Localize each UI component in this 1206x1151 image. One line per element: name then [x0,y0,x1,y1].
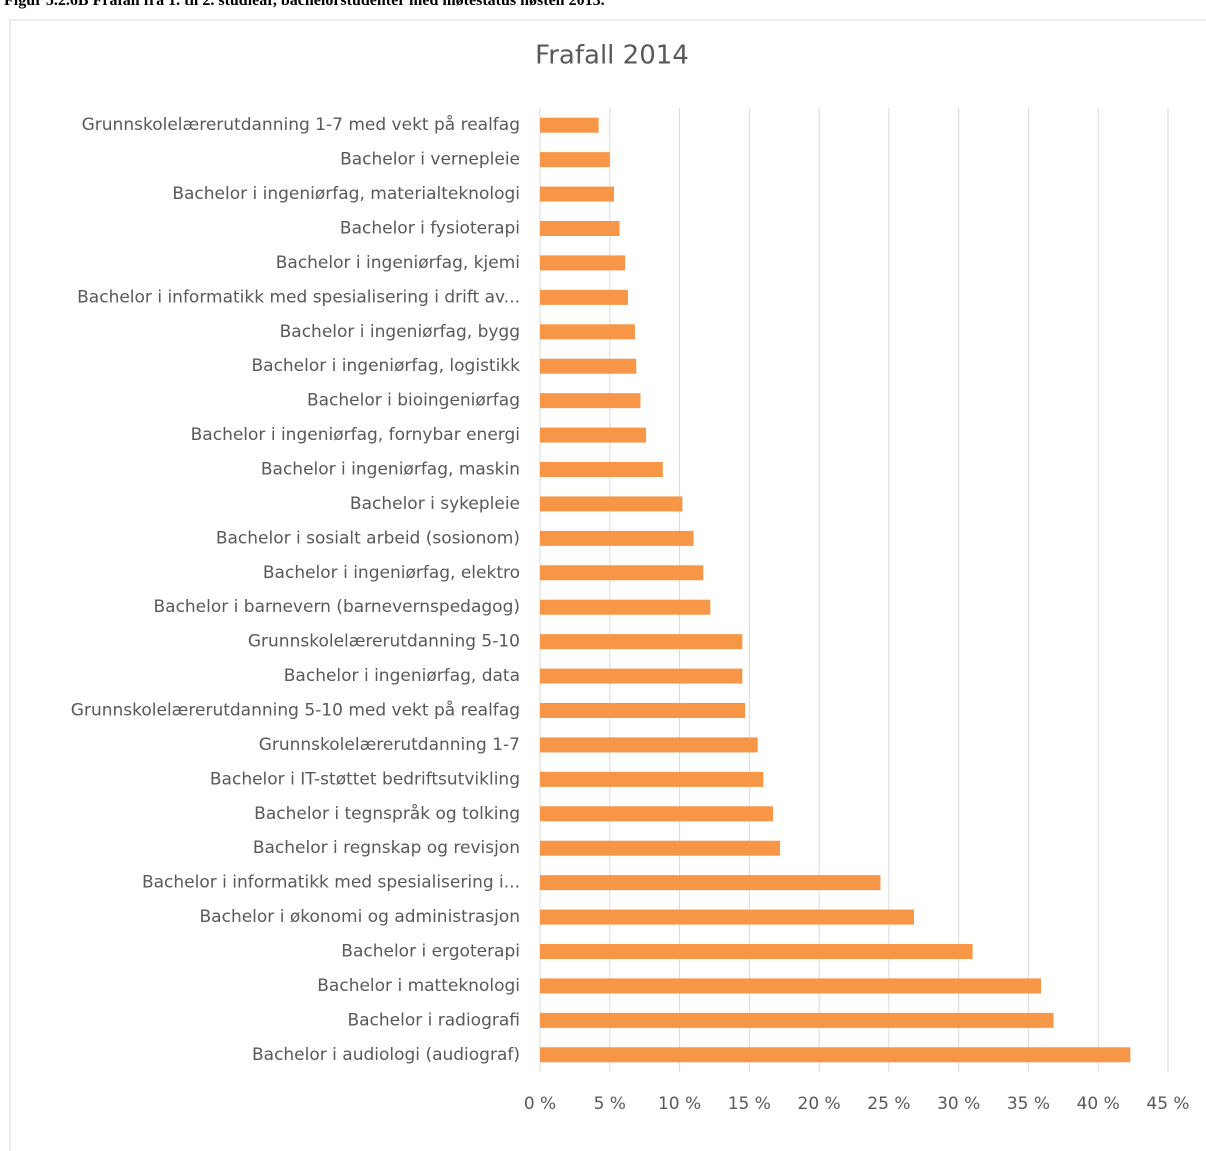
y-tick-label: Bachelor i ingeniørfag, bygg [280,322,520,342]
y-tick-label: Bachelor i økonomi og administrasjon [200,907,520,927]
bar [540,324,635,340]
bar [540,599,711,615]
x-tick-label: 25 % [867,1094,910,1114]
y-tick-label: Bachelor i ingeniørfag, maskin [261,460,520,480]
y-tick-label: Bachelor i regnskap og revisjon [253,838,520,858]
x-tick-label: 10 % [658,1094,701,1114]
y-tick-label: Bachelor i barnevern (barnevernspedagog) [153,597,520,617]
y-tick-label: Bachelor i informatikk med spesialiserin… [77,287,520,307]
caption: Figur 5.2.6B Frafall fra 1. til 2. studi… [4,0,605,9]
x-tick-label: 30 % [937,1094,980,1114]
y-tick-label: Bachelor i ingeniørfag, elektro [263,563,520,583]
bar [540,221,620,236]
y-tick-label: Bachelor i ingeniørfag, kjemi [276,253,520,273]
bar [540,255,626,271]
bar [540,427,647,443]
y-tick-label: Bachelor i ingeniørfag, fornybar energi [191,425,520,445]
y-tick-label: Grunnskolelærerutdanning 1-7 [259,735,520,755]
x-tick-label: 40 % [1077,1094,1120,1114]
bar [540,565,704,581]
y-tick-label: Bachelor i sosialt arbeid (sosionom) [216,528,520,548]
y-tick-label: Bachelor i radiografi [347,1010,520,1030]
y-tick-label: Bachelor i ingeniørfag, materialteknolog… [172,184,520,204]
x-tick-label: 20 % [798,1094,841,1114]
y-tick-label: Bachelor i informatikk med spesialiserin… [142,873,520,893]
bar [540,117,599,133]
y-tick-label: Bachelor i tegnspråk og tolking [254,803,520,824]
x-tick-label: 45 % [1146,1094,1189,1114]
bar [540,875,881,891]
bar [540,703,746,718]
bar [540,909,915,925]
y-tick-label: Bachelor i ingeniørfag, logistikk [251,356,520,376]
x-tick-label: 0 % [524,1094,556,1114]
y-tick-label: Bachelor i ingeniørfag, data [284,666,520,686]
y-tick-label: Bachelor i ergoterapi [341,942,520,962]
y-tick-label: Bachelor i sykepleie [350,494,520,514]
bar [540,944,973,959]
y-tick-label: Bachelor i audiologi (audiograf) [252,1045,520,1065]
x-tick-label: 5 % [594,1094,626,1114]
x-tick-label: 15 % [728,1094,771,1114]
y-tick-label: Bachelor i vernepleie [340,150,520,170]
bar [540,289,628,305]
bar [540,840,781,856]
bar [540,737,758,753]
bar [540,393,641,409]
y-tick-label: Bachelor i IT-støttet bedriftsutvikling [210,769,520,789]
x-tick-label: 35 % [1007,1094,1050,1114]
bar [540,186,614,202]
y-tick-label: Grunnskolelærerutdanning 5-10 med vekt p… [71,700,520,721]
bar [540,1047,1131,1063]
bar [540,462,663,477]
y-tick-label: Grunnskolelærerutdanning 5-10 [248,632,520,652]
bar [540,358,637,374]
bar [540,771,764,787]
y-tick-label: Bachelor i matteknologi [317,976,520,996]
bar [540,668,743,684]
bar [540,806,774,822]
y-tick-label: Grunnskolelærerutdanning 1-7 med vekt på… [82,114,520,135]
bar [540,530,694,546]
bar [540,634,743,650]
y-tick-label: Bachelor i fysioterapi [340,219,520,239]
bar [540,1012,1054,1028]
bar [540,152,610,168]
chart-border [9,19,1206,1151]
bar [540,496,683,512]
chart-title: Frafall 2014 [535,41,689,71]
bar [540,978,1042,994]
y-tick-label: Bachelor i bioingeniørfag [307,391,520,411]
